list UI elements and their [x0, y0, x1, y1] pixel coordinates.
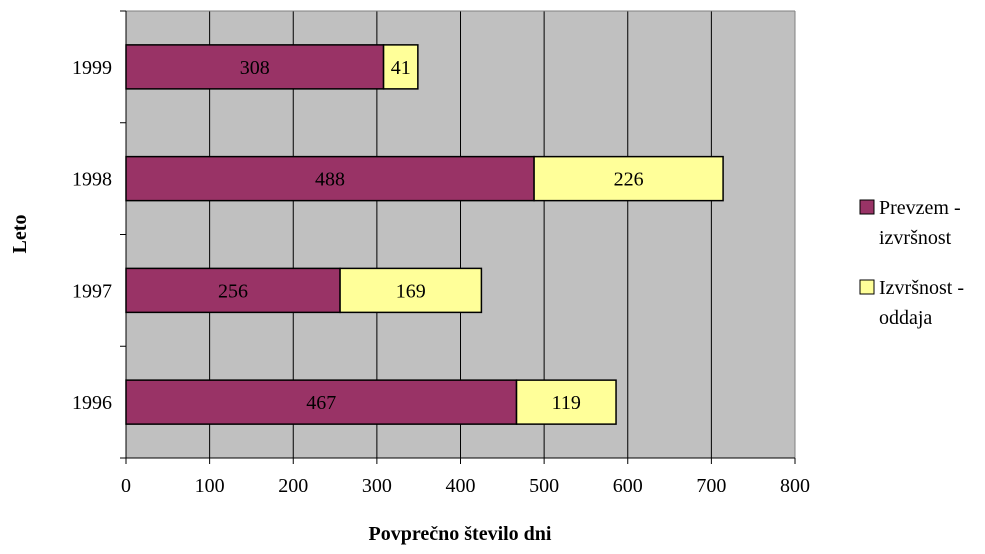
data-label-1997-series-1: 169 [396, 280, 426, 302]
y-tick-label-1999: 1999 [72, 57, 112, 79]
data-label-1998-series-0: 488 [315, 169, 345, 191]
data-label-1996-series-0: 467 [306, 392, 336, 414]
legend: Prevzem - izvršnost Izvršnost - oddaja [859, 197, 964, 329]
legend-swatch-izvrsnost-oddaja [859, 279, 875, 295]
x-tick-label-200: 200 [278, 475, 308, 497]
x-tick-label-700: 700 [696, 475, 726, 497]
data-label-1999-series-1: 41 [391, 57, 411, 79]
x-tick-label-300: 300 [362, 475, 392, 497]
bar-1997-series-1 [339, 267, 483, 314]
bar-1998-series-1 [533, 155, 724, 202]
data-label-1996-series-1: 119 [552, 392, 581, 414]
tick-labels: 0 100 200 300 400 500 600 700 800 467 119 1996 256 16… [72, 57, 810, 497]
legend-swatch-prevzem-izvrsnost [859, 199, 875, 215]
y-tick-label-1996: 1996 [72, 392, 112, 414]
legend-label-prevzem-izvrsnost-line1: Prevzem - [879, 197, 961, 219]
bar-1999-series-0 [125, 44, 385, 90]
bar-1996-series-1 [515, 379, 617, 425]
x-axis-title: Povprečno število dni [369, 523, 552, 545]
bar-1999-series-1 [382, 44, 419, 90]
x-tick-label-100: 100 [195, 475, 225, 497]
axes [120, 10, 796, 464]
x-tick-label-600: 600 [613, 475, 643, 497]
legend-label-izvrsnost-oddaja-line2: oddaja [879, 307, 932, 329]
y-axis-title: Leto [9, 215, 31, 254]
x-tick-label-400: 400 [446, 475, 476, 497]
x-tick-label-800: 800 [780, 475, 810, 497]
x-tick-label-0: 0 [121, 475, 131, 497]
y-tick-label-1998: 1998 [72, 169, 112, 191]
data-label-1998-series-1: 226 [614, 169, 644, 191]
legend-label-prevzem-izvrsnost-line2: izvršnost [879, 227, 952, 249]
legend-label-izvrsnost-oddaja-line1: Izvršnost - [879, 277, 964, 299]
y-tick-label-1997: 1997 [72, 280, 112, 302]
bars [125, 44, 724, 425]
x-tick-label-500: 500 [529, 475, 559, 497]
data-label-1999-series-0: 308 [240, 57, 270, 79]
data-label-1997-series-0: 256 [218, 280, 248, 302]
